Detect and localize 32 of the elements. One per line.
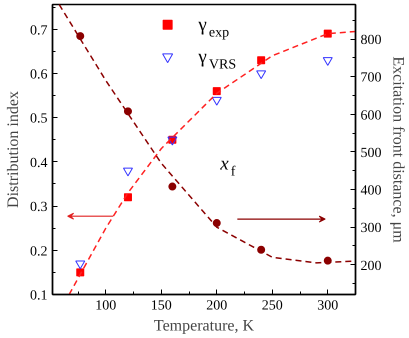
x-tick-label: 150 — [150, 298, 172, 314]
y2-tick-label: 300 — [360, 221, 382, 236]
y-tick-label: 0.6 — [30, 67, 48, 82]
x-axis-title: Temperature, K — [154, 318, 255, 334]
y-tick-label: 0.5 — [30, 112, 48, 127]
y2-tick-label: 500 — [360, 146, 382, 161]
y-tick-label: 0.7 — [30, 23, 48, 38]
x-tick-label: 100 — [95, 298, 116, 314]
point — [322, 57, 333, 66]
x-tick-label: 200 — [206, 298, 228, 314]
point — [212, 219, 221, 228]
y-tick-label: 0.2 — [30, 244, 48, 260]
point — [122, 168, 133, 176]
point — [256, 70, 266, 80]
y2-tick-label: 800 — [360, 33, 382, 48]
y-tick-label: 0.4 — [30, 156, 48, 171]
y-tick-label: 0.3 — [30, 200, 48, 216]
y-tick-label: 0.1 — [30, 288, 48, 304]
x-tick-label: 300 — [317, 298, 338, 314]
point — [168, 182, 176, 191]
point — [257, 56, 266, 64]
x-tick-label: 250 — [262, 298, 283, 314]
y-axis-title: Distribution index — [5, 91, 22, 208]
point — [212, 96, 222, 106]
point — [75, 260, 86, 270]
y2-axis-title: Excitation front distance, μm — [390, 56, 406, 244]
point — [124, 107, 132, 116]
y2-tick-label: 200 — [360, 258, 382, 274]
point — [324, 30, 332, 38]
y2-tick-label: 400 — [360, 184, 382, 199]
y2-tick-label: 700 — [360, 70, 382, 86]
y2-tick-label: 600 — [360, 108, 382, 124]
